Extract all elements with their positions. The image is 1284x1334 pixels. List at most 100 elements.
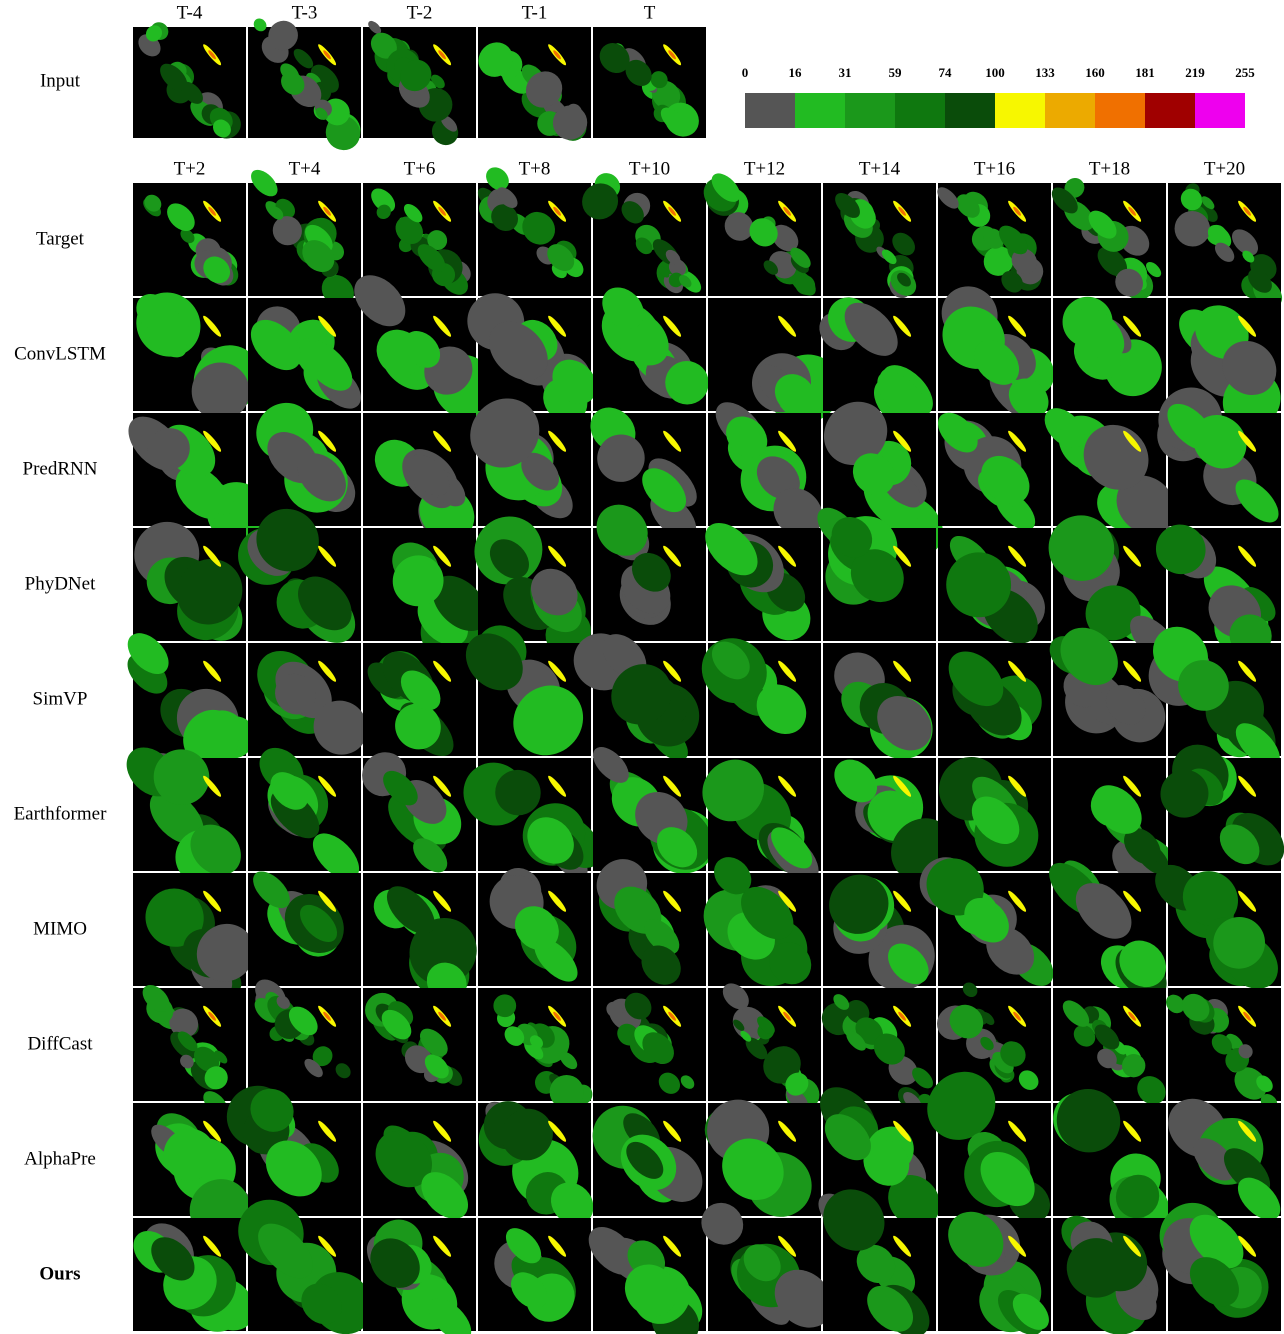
radar-cell [133,19,246,145]
radar-cell [930,275,1064,428]
radar-cell [478,1218,591,1332]
colorbar-tick-label: 16 [789,65,803,80]
radar-cell [1162,988,1281,1114]
radar-cell [934,183,1051,297]
radar-cell [593,987,706,1101]
row-label: DiffCast [27,1033,93,1054]
radar-cell [117,738,251,896]
radar-cell [1053,1208,1171,1334]
radar-cell [248,974,361,1101]
colorbar-segment [1045,93,1095,128]
colorbar-tick-label: 255 [1235,65,1255,80]
row-label: SimVP [33,688,88,709]
colorbar-tick-label: 31 [839,65,852,80]
radar-cell [353,743,476,879]
colorbar-tick-label: 59 [889,65,903,80]
radar-cell [1146,856,1284,1000]
frame-label: T+2 [174,158,206,179]
colorbar-tick-label: 181 [1135,65,1155,80]
radar-cell [690,747,828,890]
frame-label: T-4 [177,2,203,23]
radar-cell [133,980,246,1120]
radar-cell [937,1200,1056,1334]
row-label: ConvLSTM [14,343,106,364]
colorbar-tick-label: 74 [939,65,953,80]
radar-cell [363,1103,479,1228]
radar-cell [697,168,821,300]
colorbar-segment [1195,93,1245,128]
colorbar-segment [995,93,1045,128]
row-label: Target [36,228,85,249]
row-label: Earthformer [14,803,108,824]
radar-cell [245,639,378,766]
frame-label: T-1 [522,2,548,23]
frame-label: T+18 [1089,158,1130,179]
radar-cell [357,1210,479,1334]
row-label: PhyDNet [25,573,96,594]
frame-label: T+10 [629,158,670,179]
frame-label: T+14 [859,158,901,179]
radar-cell [245,391,365,526]
radar-cell [823,642,946,772]
radar-cell [593,27,706,144]
colorbar-segment [1145,93,1195,128]
colorbar-tick-label: 100 [985,65,1005,80]
radar-cell [248,15,367,158]
colorbar-tick-label: 133 [1035,65,1055,80]
row-label: PredRNN [23,458,98,479]
row-label: AlphaPre [24,1148,96,1169]
radar-cell [478,859,591,989]
frame-label: T-2 [407,2,433,23]
radar-cell [467,1091,602,1233]
figure: Input T-4 T-3 T-2 T-1 T 0 16 31 59 74 100 133 160 181… [0,0,1284,1334]
radar-cell [133,873,266,1003]
radar-cell [361,641,476,765]
colorbar-segment [845,93,895,128]
radar-cell [590,279,718,413]
radar-cell [688,625,821,756]
radar-cell [133,183,246,296]
colorbar-tick-label: 160 [1085,65,1105,80]
radar-cell [708,978,826,1118]
radar-cell [1047,174,1166,306]
colorbar-segment [945,93,995,128]
frame-label: T+4 [289,158,321,179]
radar-cell [1052,286,1173,411]
colorbar-tick-label: 0 [742,65,749,80]
radar-cell [575,168,706,297]
colorbar-segment [745,93,795,128]
radar-cell [938,641,1053,756]
frame-label: T [644,2,656,23]
radar-cell [1053,988,1171,1110]
frame-label: T+20 [1204,158,1245,179]
radar-cell [1156,1087,1284,1228]
radar-cell [246,165,361,313]
frame-label: T+8 [519,158,551,179]
radar-cell [248,739,367,888]
radar-cell [823,183,936,302]
colorbar-segment [795,93,845,128]
radar-cell [363,19,476,151]
radar-cell [241,297,369,417]
row-label: MIMO [33,918,87,939]
radar-cell [696,513,821,650]
radar-cell [358,986,476,1101]
row-label: Input [40,70,81,91]
radar-cell [707,394,832,547]
radar-cell [580,1093,714,1216]
row-label: Ours [39,1263,80,1284]
frame-label: T+16 [974,158,1015,179]
radar-cell [1167,180,1284,313]
colorbar-segment [895,93,945,128]
radar-cell [933,528,1056,654]
colorbar-segment [1095,93,1145,128]
colorbar-tick-label: 219 [1185,65,1205,80]
radar-cell [478,988,597,1116]
radar-cell [471,27,594,147]
radar-cell [931,405,1051,537]
radar-cell [247,865,361,986]
frame-label: T+12 [744,158,785,179]
frame-label: T-3 [292,2,318,23]
radar-cell [121,508,256,652]
radar-cell [580,1218,713,1334]
